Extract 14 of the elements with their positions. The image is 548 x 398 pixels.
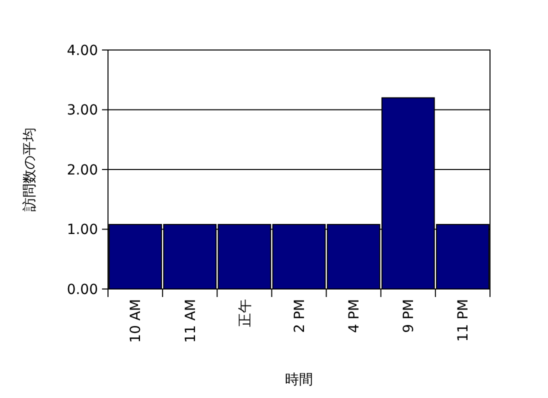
y-tick-label: 3.00 bbox=[66, 102, 98, 119]
x-tick-label: 4 PM bbox=[346, 299, 362, 333]
x-tick-label: 11 AM bbox=[182, 299, 199, 343]
x-tick-label: 9 PM bbox=[401, 299, 418, 333]
y-axis-title: 訪問数の平均 bbox=[22, 128, 38, 212]
x-axis-title: 時間 bbox=[285, 372, 313, 388]
x-tick-label: 2 PM bbox=[292, 299, 308, 333]
x-tick-label: 正午 bbox=[237, 299, 254, 327]
y-tick-label: 4.00 bbox=[66, 42, 98, 59]
y-tick-label: 2.00 bbox=[66, 162, 98, 178]
y-tick-label: 0.00 bbox=[66, 282, 98, 298]
y-tick-label: 1.00 bbox=[66, 222, 98, 238]
x-tick-label: 10 AM bbox=[128, 299, 144, 343]
x-tick-label: 11 PM bbox=[456, 299, 472, 342]
